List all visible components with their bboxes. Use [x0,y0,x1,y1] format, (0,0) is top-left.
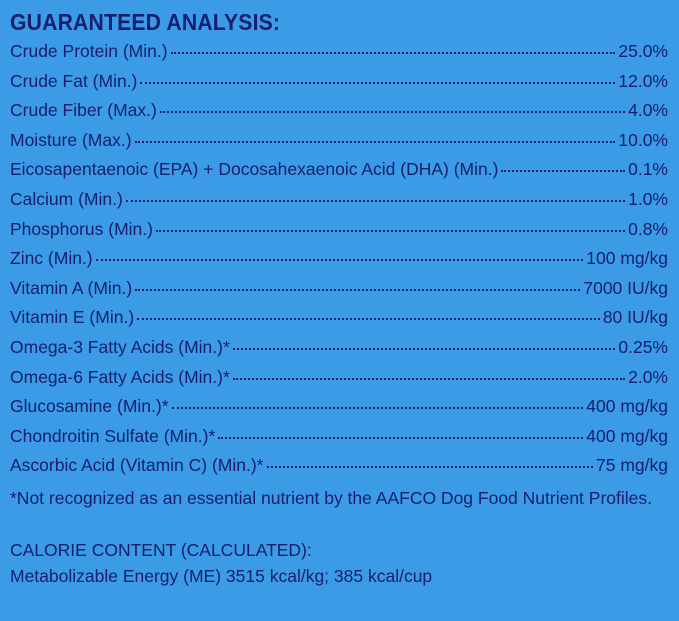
nutrient-value: 80 IU/kg [602,307,668,328]
nutrient-row-calcium: Calcium (Min.) 1.0% [10,189,668,219]
nutrient-row-vitamin-a: Vitamin A (Min.) 7000 IU/kg [10,278,668,308]
nutrient-row-moisture: Moisture (Max.) 10.0% [10,130,668,160]
dot-leader [171,407,584,410]
nutrient-value: 400 mg/kg [586,396,668,417]
nutrient-row-omega-3: Omega-3 Fatty Acids (Min.)* 0.25% [10,337,668,367]
dot-leader [501,170,626,173]
nutrient-label: Vitamin A (Min.) [10,277,133,298]
nutrient-label: Chondroitin Sulfate (Min.)* [10,425,216,446]
nutrient-label: Crude Protein (Min.) [10,41,168,61]
nutrient-value: 0.25% [618,336,668,357]
nutrient-row-omega-6: Omega-6 Fatty Acids (Min.)* 2.0% [10,367,668,397]
calorie-content-value: Metabolizable Energy (ME) 3515 kcal/kg; … [10,565,433,586]
nutrient-row-zinc: Zinc (Min.) 100 mg/kg [10,248,668,278]
nutrient-value: 0.8% [628,218,668,239]
nutrient-label: Omega-6 Fatty Acids (Min.)* [10,366,230,387]
guaranteed-analysis-panel: GUARANTEED ANALYSIS: Crude Protein (Min.… [10,8,668,589]
nutrient-row-phosphorus: Phosphorus (Min.) 0.8% [10,219,668,249]
nutrient-row-ascorbic-acid: Ascorbic Acid (Vitamin C) (Min.)* 75 mg/… [10,455,668,485]
nutrient-label: Ascorbic Acid (Vitamin C) (Min.)* [10,455,264,476]
dot-leader [95,259,584,262]
nutrient-value: 75 mg/kg [596,455,668,476]
dot-leader [232,377,626,380]
nutrient-value: 0.1% [628,159,668,180]
nutrient-row-glucosamine: Glucosamine (Min.)* 400 mg/kg [10,396,668,426]
nutrient-list: Crude Protein (Min.) 25.0% Crude Fat (Mi… [10,41,668,485]
nutrient-label: Glucosamine (Min.)* [10,396,169,417]
dot-leader [140,81,616,84]
nutrient-value: 2.0% [628,366,668,387]
nutrient-value: 12.0% [618,70,668,91]
dot-leader [170,52,616,54]
calorie-content-title: CALORIE CONTENT (CALCULATED): [10,539,312,560]
nutrient-row-crude-fiber: Crude Fiber (Max.) 4.0% [10,100,668,130]
nutrient-value: 7000 IU/kg [583,277,668,298]
dot-leader [218,436,584,439]
dot-leader [155,229,626,232]
nutrient-value: 25.0% [618,41,668,61]
nutrient-value: 400 mg/kg [586,425,668,446]
nutrient-label: Calcium (Min.) [10,188,123,209]
nutrient-label: Eicosapentaenoic (EPA) + Docosahexaenoic… [10,159,499,180]
nutrient-value: 100 mg/kg [586,248,668,269]
nutrient-label: Zinc (Min.) [10,248,93,269]
dot-leader [125,199,626,202]
nutrient-value: 10.0% [618,129,668,150]
nutrient-label: Phosphorus (Min.) [10,218,153,239]
nutrient-row-epa-dha: Eicosapentaenoic (EPA) + Docosahexaenoic… [10,159,668,189]
dot-leader [159,111,626,114]
dot-leader [134,140,616,143]
nutrient-row-chondroitin: Chondroitin Sulfate (Min.)* 400 mg/kg [10,426,668,456]
nutrient-value: 4.0% [628,100,668,121]
dot-leader [137,318,600,321]
dot-leader [232,347,616,350]
nutrient-label: Omega-3 Fatty Acids (Min.)* [10,336,230,357]
nutrient-row-vitamin-e: Vitamin E (Min.) 80 IU/kg [10,307,668,337]
nutrient-row-crude-protein: Crude Protein (Min.) 25.0% [10,41,668,71]
nutrient-label: Crude Fiber (Max.) [10,100,157,121]
section-heading: GUARANTEED ANALYSIS: [10,9,281,35]
nutrient-label: Crude Fat (Min.) [10,70,138,91]
nutrient-label: Moisture (Max.) [10,129,132,150]
dot-leader [135,288,581,291]
nutrient-label: Vitamin E (Min.) [10,307,135,328]
aafco-footnote: *Not recognized as an essential nutrient… [10,487,652,508]
nutrient-row-crude-fat: Crude Fat (Min.) 12.0% [10,71,668,101]
nutrient-value: 1.0% [628,188,668,209]
dot-leader [266,466,594,469]
